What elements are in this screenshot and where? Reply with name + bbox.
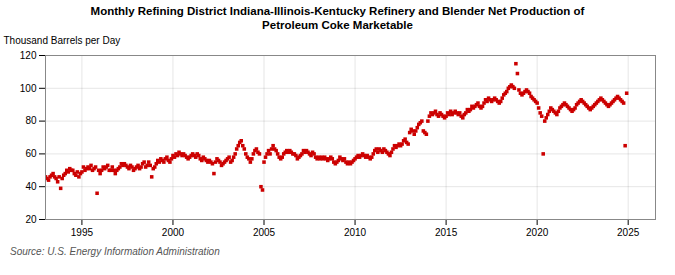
- svg-text:20: 20: [25, 213, 37, 224]
- html-text:Source: U.S. Energy Informatio: Source: U.S. Energy Information Administ…: [10, 245, 220, 257]
- svg-text:2010: 2010: [344, 226, 367, 237]
- svg-text:2025: 2025: [617, 226, 640, 237]
- svg-text:2020: 2020: [526, 226, 549, 237]
- svg-text:80: 80: [25, 115, 37, 126]
- svg-text:120: 120: [20, 49, 37, 60]
- svg-text:40: 40: [25, 181, 37, 192]
- svg-text:100: 100: [20, 82, 37, 93]
- svg-text:Thousand Barrels per Day: Thousand Barrels per Day: [4, 34, 121, 45]
- svg-text:60: 60: [25, 148, 37, 159]
- html-text:Monthly Refining District Indi: Monthly Refining District Indiana-Illino…: [90, 5, 585, 32]
- svg-text:1995: 1995: [71, 226, 94, 237]
- svg-text:2000: 2000: [162, 226, 185, 237]
- svg-text:2015: 2015: [435, 226, 458, 237]
- svg-text:2005: 2005: [253, 226, 276, 237]
